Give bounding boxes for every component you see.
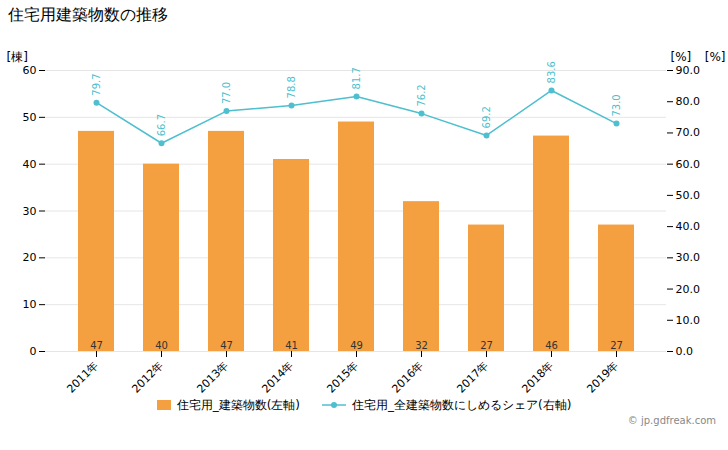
svg-text:73.0: 73.0 [611,94,622,116]
html-text:住宅用建築物数の推移: 住宅用建築物数の推移 [8,5,168,24]
svg-text:50: 50 [23,111,37,124]
svg-text:50.0: 50.0 [676,189,701,202]
svg-text:66.7: 66.7 [156,114,167,136]
svg-text:2012年: 2012年 [129,359,166,396]
svg-text:2013年: 2013年 [194,359,231,396]
svg-text:49: 49 [350,340,363,351]
svg-text:2018年: 2018年 [519,359,556,396]
svg-text:2015年: 2015年 [324,359,361,396]
svg-text:[棟]: [棟] [7,50,28,64]
svg-text:40: 40 [155,340,168,351]
svg-text:41: 41 [285,340,298,351]
svg-text:79.7: 79.7 [91,73,102,95]
html-text:住宅用_建築物数(左軸): 住宅用_建築物数(左軸) [176,398,300,412]
svg-text:70.0: 70.0 [676,126,701,139]
svg-text:[%]: [%] [705,50,726,64]
svg-text:81.7: 81.7 [351,67,362,89]
svg-text:40.0: 40.0 [676,220,701,233]
svg-text:20: 20 [23,251,37,264]
svg-text:78.8: 78.8 [286,76,297,98]
svg-text:2014年: 2014年 [259,359,296,396]
svg-text:40: 40 [23,158,37,171]
svg-text:[%]: [%] [671,50,692,64]
svg-text:2017年: 2017年 [454,359,491,396]
svg-text:27: 27 [480,340,493,351]
svg-text:47: 47 [90,340,103,351]
svg-text:83.6: 83.6 [546,61,557,83]
svg-text:20.0: 20.0 [676,283,701,296]
svg-text:69.2: 69.2 [481,106,492,128]
svg-text:76.2: 76.2 [416,84,427,106]
html-text:住宅用_全建築物数にしめるシェア(右軸): 住宅用_全建築物数にしめるシェア(右軸) [352,398,572,412]
svg-text:0: 0 [30,345,37,358]
svg-text:2019年: 2019年 [584,359,621,396]
svg-text:46: 46 [545,340,558,351]
svg-text:60.0: 60.0 [676,158,701,171]
svg-text:30: 30 [23,205,37,218]
html-text:© jp.gdfreak.com: © jp.gdfreak.com [627,415,716,426]
svg-text:0.0: 0.0 [676,345,694,358]
svg-text:2016年: 2016年 [389,359,426,396]
svg-text:47: 47 [220,340,233,351]
svg-text:10.0: 10.0 [676,314,701,327]
svg-text:77.0: 77.0 [221,82,232,104]
svg-text:60: 60 [23,64,37,77]
svg-text:10: 10 [23,298,37,311]
svg-text:27: 27 [610,340,623,351]
svg-text:2011年: 2011年 [64,359,101,396]
svg-text:80.0: 80.0 [676,95,701,108]
svg-text:32: 32 [415,340,428,351]
svg-text:90.0: 90.0 [676,64,701,77]
svg-text:30.0: 30.0 [676,251,701,264]
